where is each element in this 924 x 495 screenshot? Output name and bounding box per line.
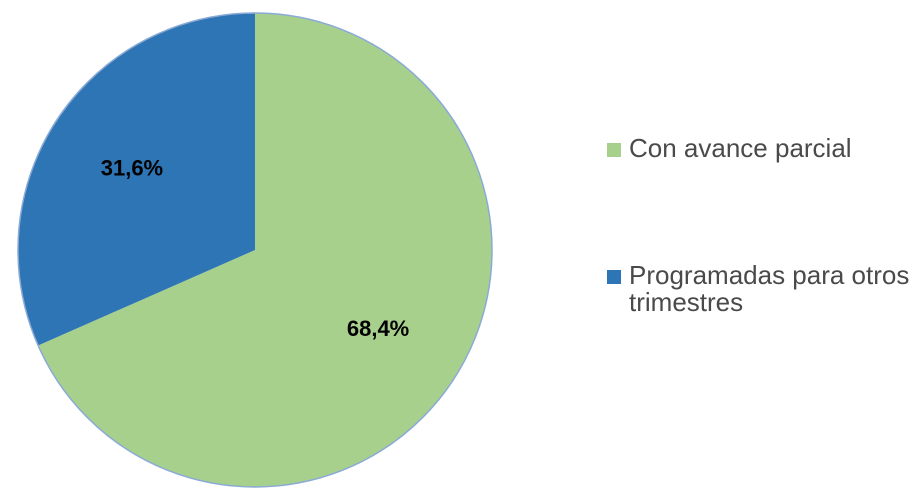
legend-label-con-avance: Con avance parcial — [629, 133, 852, 163]
legend-label-programadas: Programadas para otros trimestres — [629, 260, 910, 317]
pie-slice-0 — [38, 13, 493, 488]
pie-chart: 68,4% 31,6% — [17, 12, 493, 488]
pie-slice-1 — [18, 13, 256, 346]
legend: Con avance parcial Programadas para otro… — [607, 135, 917, 316]
pie-data-label-0: 68,4% — [347, 316, 409, 341]
legend-swatch-green — [607, 143, 621, 157]
pie-outline — [17, 12, 493, 488]
legend-item-programadas: Programadas para otros trimestres — [607, 262, 917, 316]
legend-item-con-avance: Con avance parcial — [607, 135, 917, 162]
pie-data-label-1: 31,6% — [101, 156, 163, 181]
legend-swatch-blue — [607, 270, 621, 284]
